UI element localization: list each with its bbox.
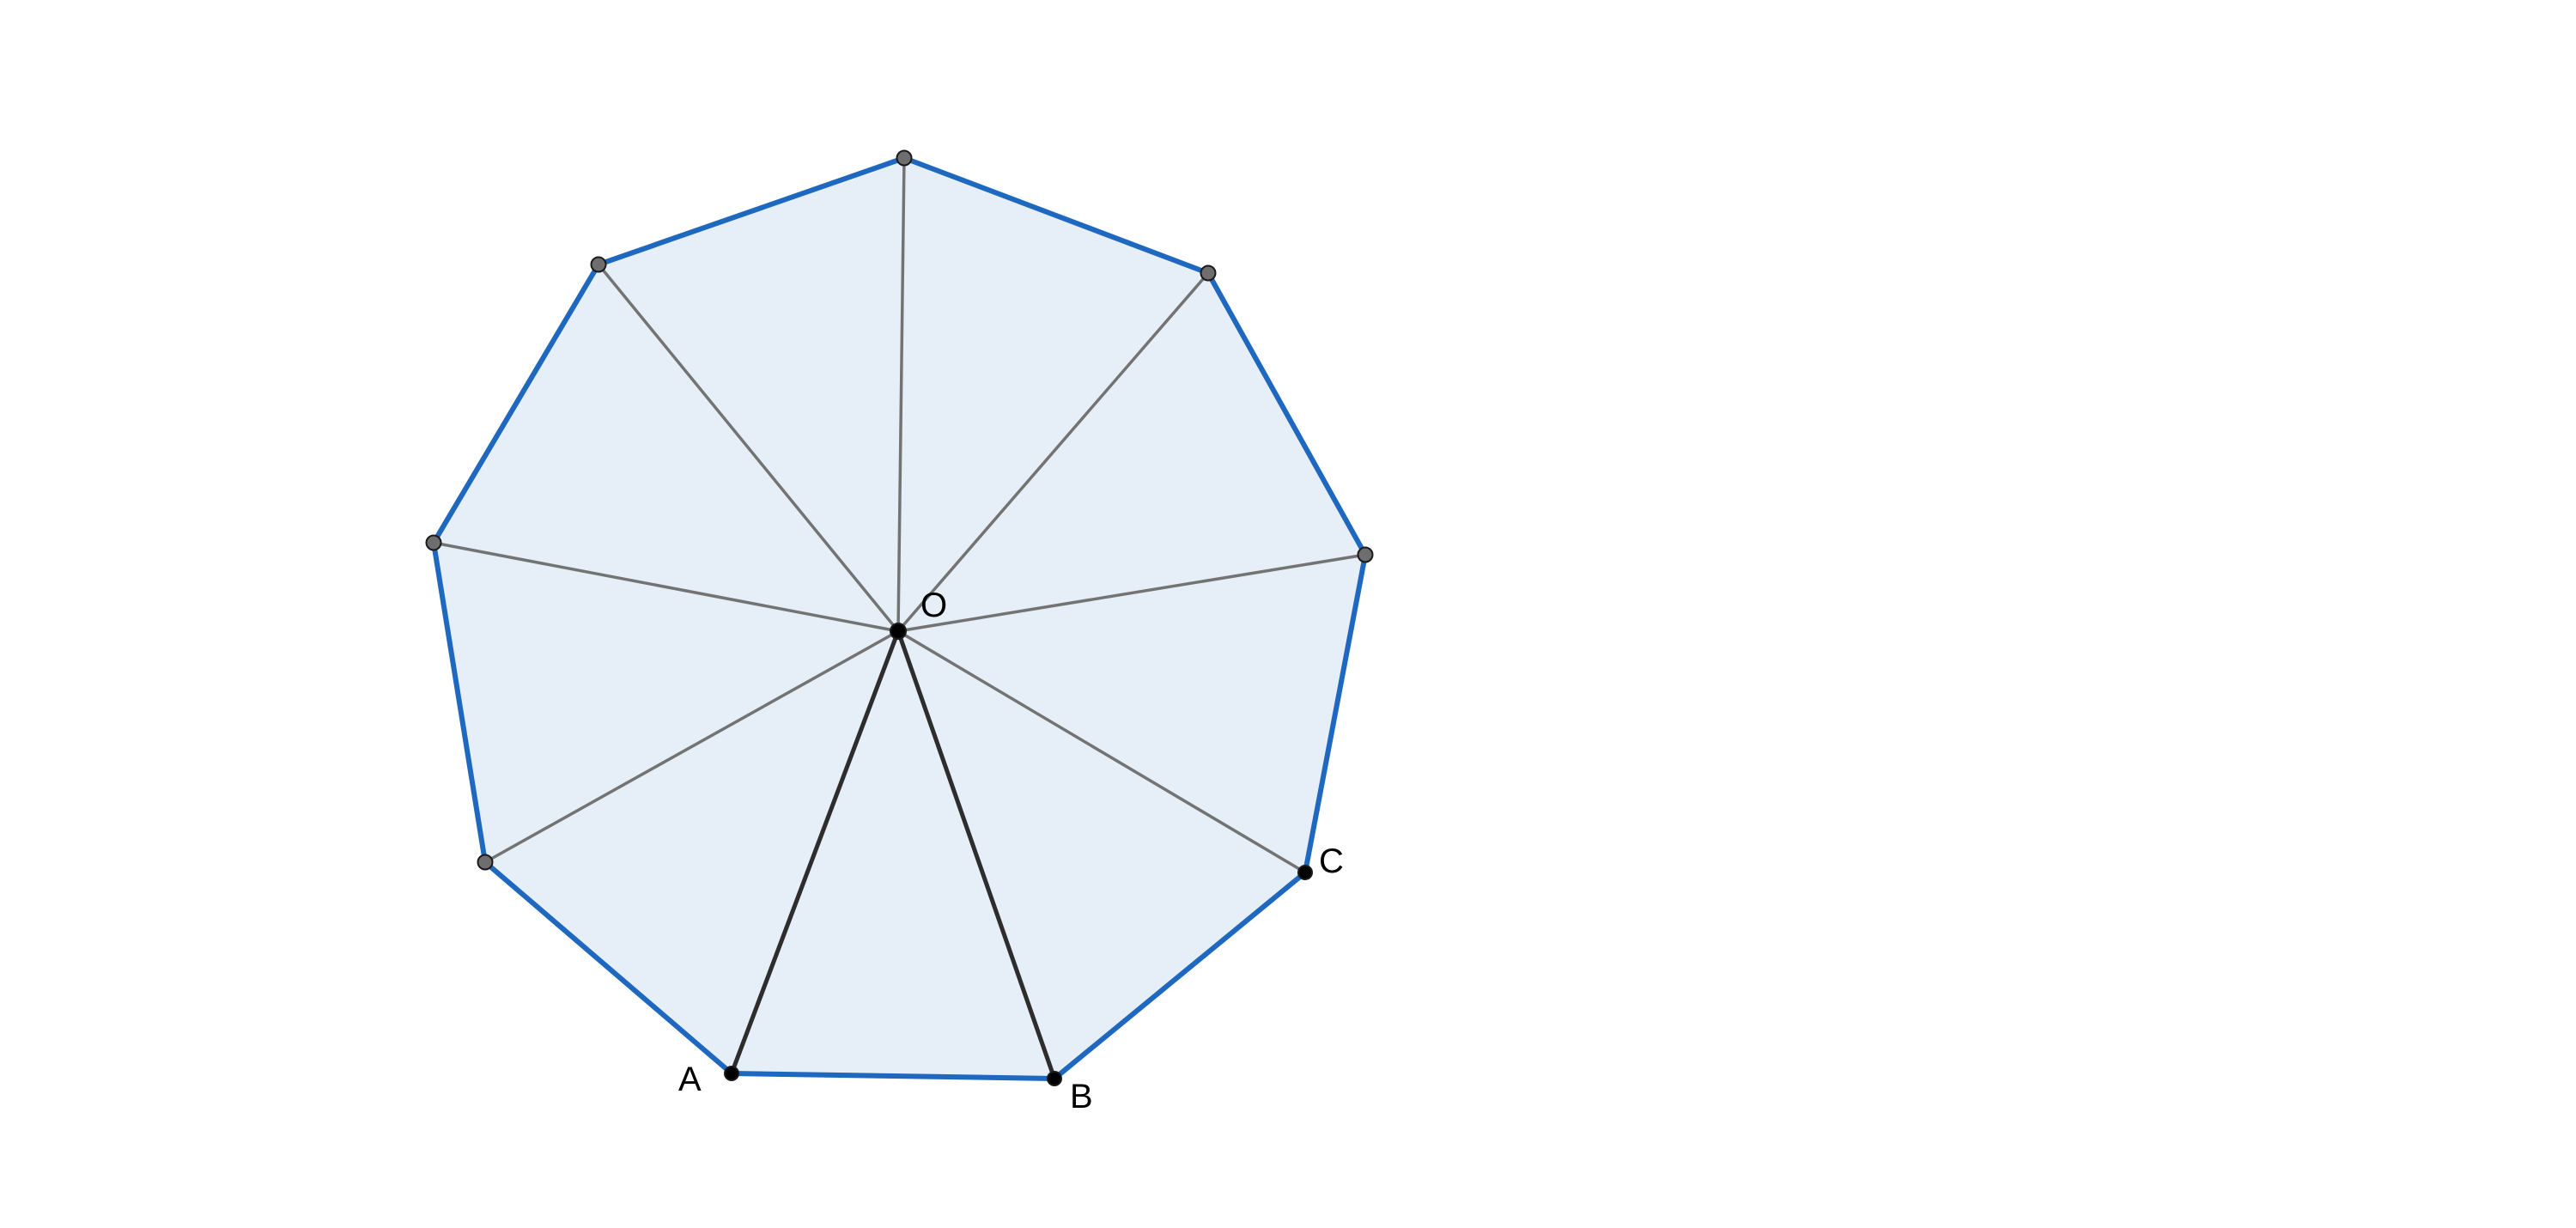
radii-layer bbox=[432, 156, 1367, 1081]
radius-to-v7 bbox=[597, 263, 900, 633]
radius-to-v8 bbox=[432, 541, 900, 633]
edge-v6-v7 bbox=[596, 155, 907, 267]
label-center-o: O bbox=[920, 587, 947, 624]
vertex-point-v5 bbox=[1200, 264, 1217, 282]
radius-to-v6 bbox=[896, 156, 906, 633]
vertex-point-v4 bbox=[1357, 546, 1374, 563]
vertex-point-a bbox=[724, 1066, 739, 1081]
segment-oa bbox=[729, 629, 901, 1076]
vertex-point-c bbox=[1297, 865, 1313, 880]
edge-v9-a bbox=[483, 860, 734, 1076]
edge-c-v4 bbox=[1303, 552, 1368, 875]
edge-v8-v9 bbox=[431, 540, 488, 865]
edge-b-c bbox=[1052, 870, 1308, 1081]
vertex-point-b bbox=[1047, 1071, 1062, 1086]
edge-v7-v8 bbox=[431, 262, 601, 545]
vertex-point-v7 bbox=[590, 256, 607, 273]
center-point-o bbox=[890, 623, 907, 640]
radius-to-c bbox=[896, 629, 1307, 874]
radius-to-v5 bbox=[896, 271, 1210, 633]
edge-v5-v6 bbox=[902, 155, 1211, 276]
label-vertex-a: A bbox=[678, 1061, 702, 1098]
label-vertex-b: B bbox=[1070, 1078, 1093, 1116]
radius-to-v4 bbox=[896, 553, 1367, 633]
edge-a-b bbox=[729, 1071, 1057, 1081]
radius-to-v9 bbox=[483, 629, 900, 864]
vertex-layer bbox=[425, 149, 1374, 1086]
vertex-point-v9 bbox=[477, 854, 494, 871]
vertex-point-v8 bbox=[425, 534, 442, 551]
vertex-point-v6 bbox=[896, 149, 913, 167]
label-vertex-c: C bbox=[1319, 842, 1344, 880]
edge-v4-v5 bbox=[1206, 271, 1368, 557]
segment-ob bbox=[896, 629, 1057, 1081]
label-layer: O A B C bbox=[678, 587, 1344, 1116]
